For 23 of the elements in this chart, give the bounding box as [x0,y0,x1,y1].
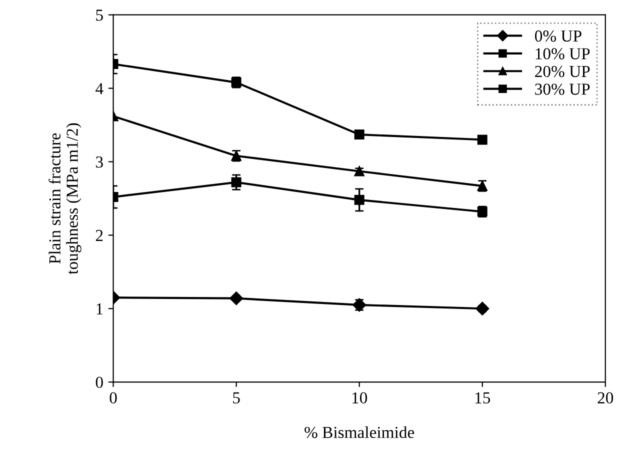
x-tick-label: 5 [233,392,240,404]
point [476,302,490,316]
y-tick-label: 5 [96,10,103,21]
legend-label: 30% UP [535,84,590,95]
legend-label: 10% UP [536,48,590,60]
point [354,130,364,140]
x-axis-title: % Bismaleimide [304,426,414,438]
y-tick-label: 1 [96,303,103,314]
y-tick-label: 4 [96,83,104,94]
legend-label: 20% UP [535,66,590,78]
point [230,292,244,306]
y-tick-label: 0 [96,376,103,388]
legend-label: 0% UP [534,30,582,42]
x-tick-label: 10 [352,392,368,404]
y-tick-label: 2 [96,230,103,241]
point [477,134,488,145]
point [354,194,364,205]
x-tick-label: 15 [475,392,490,404]
point [231,177,242,188]
x-tick-label: 0 [110,392,117,404]
y-tick-label: 3 [96,156,103,168]
y-axis-title: Plain strain fracture toughness (MPa m1/2) [48,123,82,274]
x-tick-label: 20 [598,392,614,404]
